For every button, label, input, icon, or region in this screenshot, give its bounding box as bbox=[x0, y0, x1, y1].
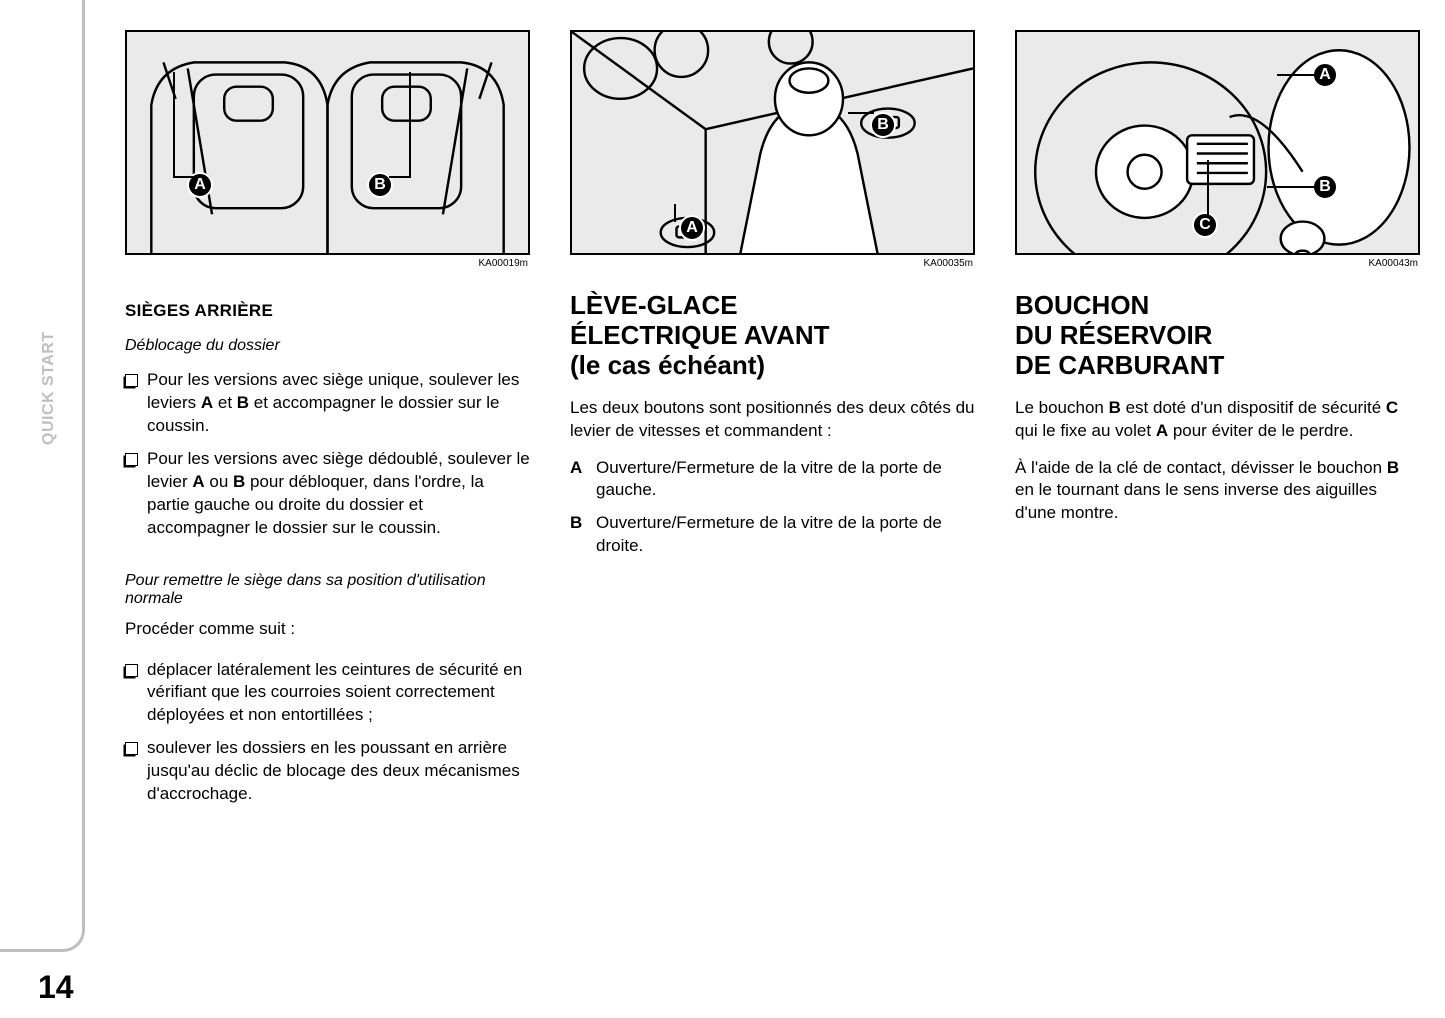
heading-fuel-cap: BOUCHON DU RÉSERVOIR DE CARBURANT bbox=[1015, 291, 1420, 381]
content-grid: A B KA00019m SIÈGES ARRIÈRE Déblocage du… bbox=[125, 30, 1420, 830]
leader-line bbox=[1277, 74, 1317, 76]
para-2: À l'aide de la clé de contact, dévisser … bbox=[1015, 457, 1420, 526]
leader-line bbox=[1267, 186, 1317, 188]
text: À l'aide de la clé de contact, dévisser … bbox=[1015, 458, 1387, 477]
leader-line bbox=[674, 204, 676, 222]
heading-line: (le cas échéant) bbox=[570, 350, 765, 380]
intro-text: Les deux boutons sont positionnés des de… bbox=[570, 397, 975, 443]
heading-line: DE CARBURANT bbox=[1015, 350, 1224, 380]
text: Le bouchon bbox=[1015, 398, 1109, 417]
column-2: A B KA00035m LÈVE-GLACE ÉLECTRIQUE AVANT… bbox=[570, 30, 975, 830]
lettered-list: AOuverture/Fermeture de la vitre de la p… bbox=[570, 457, 975, 569]
marker-a: A bbox=[679, 215, 705, 241]
leader-line bbox=[173, 72, 175, 177]
bold-b: B bbox=[1109, 398, 1121, 417]
leader-line bbox=[848, 112, 874, 114]
column-1: A B KA00019m SIÈGES ARRIÈRE Déblocage du… bbox=[125, 30, 530, 830]
page-number: 14 bbox=[38, 969, 74, 1006]
figure-caption: KA00043m bbox=[1015, 258, 1418, 269]
bold-b: B bbox=[1387, 458, 1399, 477]
heading-line: ÉLECTRIQUE AVANT bbox=[570, 320, 830, 350]
list-item: soulever les dossiers en les poussant en… bbox=[125, 737, 530, 806]
subtitle-restore: Pour remettre le siège dans sa position … bbox=[125, 572, 530, 608]
figure-rear-seats: A B bbox=[125, 30, 530, 255]
text: ou bbox=[205, 472, 233, 491]
figure-fuel-cap: A B C bbox=[1015, 30, 1420, 255]
text: pour éviter de le perdre. bbox=[1168, 421, 1353, 440]
item-text: Ouverture/Fermeture de la vitre de la po… bbox=[596, 512, 975, 558]
text: en le tournant dans le sens inverse des … bbox=[1015, 480, 1377, 522]
figure-caption: KA00035m bbox=[570, 258, 973, 269]
list-item: Pour les versions avec siège dédoublé, s… bbox=[125, 448, 530, 540]
bold-c: C bbox=[1386, 398, 1398, 417]
bold-b: B bbox=[237, 393, 249, 412]
checklist-1: Pour les versions avec siège unique, sou… bbox=[125, 369, 530, 550]
item-label: B bbox=[570, 512, 596, 558]
lead-text: Procéder comme suit : bbox=[125, 618, 530, 641]
leader-line bbox=[409, 72, 411, 177]
heading-windows: LÈVE-GLACE ÉLECTRIQUE AVANT (le cas éché… bbox=[570, 291, 975, 381]
bold-a: A bbox=[192, 472, 204, 491]
list-item: déplacer latéralement les ceintures de s… bbox=[125, 659, 530, 728]
leader-line bbox=[389, 176, 411, 178]
heading-line: BOUCHON bbox=[1015, 290, 1149, 320]
figure-caption: KA00019m bbox=[125, 258, 528, 269]
figure-window-switches: A B bbox=[570, 30, 975, 255]
page-frame bbox=[0, 0, 85, 952]
marker-c: C bbox=[1192, 212, 1218, 238]
gear-lever-icon bbox=[572, 32, 973, 255]
list-item: Pour les versions avec siège unique, sou… bbox=[125, 369, 530, 438]
bold-b: B bbox=[233, 472, 245, 491]
item-text: Ouverture/Fermeture de la vitre de la po… bbox=[596, 457, 975, 503]
text: qui le fixe au volet bbox=[1015, 421, 1156, 440]
subtitle-unlock: Déblocage du dossier bbox=[125, 337, 530, 355]
bold-a: A bbox=[1156, 421, 1168, 440]
side-tab: QUICK START bbox=[40, 331, 58, 445]
list-item: BOuverture/Fermeture de la vitre de la p… bbox=[570, 512, 975, 558]
para-1: Le bouchon B est doté d'un dispositif de… bbox=[1015, 397, 1420, 443]
leader-line bbox=[173, 176, 193, 178]
rear-seats-icon bbox=[127, 32, 528, 255]
marker-b: B bbox=[870, 112, 896, 138]
column-3: A B C KA00043m BOUCHON DU RÉSERVOIR DE C… bbox=[1015, 30, 1420, 830]
leader-line bbox=[1207, 160, 1209, 216]
text: est doté d'un dispositif de sécurité bbox=[1121, 398, 1386, 417]
bold-a: A bbox=[201, 393, 213, 412]
section-title-rear-seats: SIÈGES ARRIÈRE bbox=[125, 301, 530, 321]
heading-line: LÈVE-GLACE bbox=[570, 290, 738, 320]
heading-line: DU RÉSERVOIR bbox=[1015, 320, 1212, 350]
checklist-2: déplacer latéralement les ceintures de s… bbox=[125, 659, 530, 817]
text: et bbox=[213, 393, 237, 412]
item-label: A bbox=[570, 457, 596, 503]
list-item: AOuverture/Fermeture de la vitre de la p… bbox=[570, 457, 975, 503]
